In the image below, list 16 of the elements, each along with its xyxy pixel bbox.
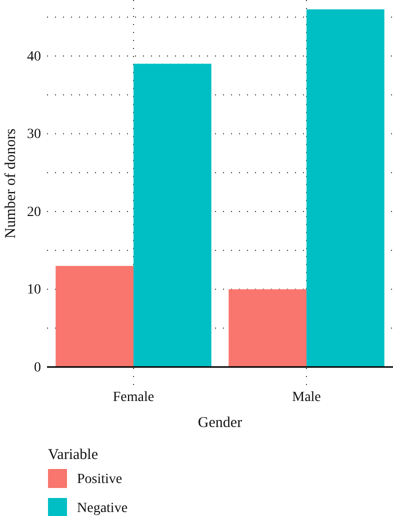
y-tick-label: 10 — [27, 282, 41, 298]
y-axis-title: Number of donors — [3, 128, 19, 238]
bar — [306, 9, 384, 367]
bar — [56, 266, 134, 367]
legend-label: Negative — [77, 501, 128, 516]
x-axis-title: Gender — [198, 415, 242, 431]
bar — [228, 289, 306, 367]
legend-label: Positive — [77, 472, 122, 487]
bar — [134, 64, 212, 367]
x-tick-label: Male — [292, 390, 321, 405]
y-tick-label: 40 — [27, 49, 41, 64]
y-tick-label: 20 — [27, 204, 41, 220]
legend-title: Variable — [48, 447, 98, 463]
y-tick-label: 30 — [27, 127, 41, 142]
x-tick-label: Female — [112, 390, 154, 405]
y-tick-label: 0 — [34, 360, 41, 376]
